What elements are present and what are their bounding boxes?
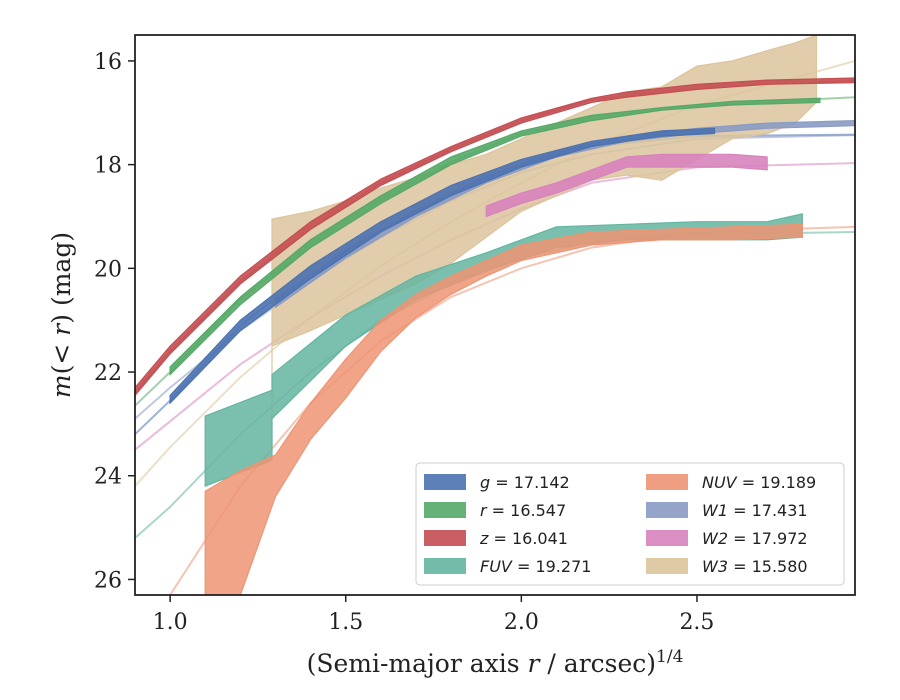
data-bands <box>135 35 855 595</box>
y-axis-label: m(< r) (mag) <box>47 232 76 398</box>
plot-frame <box>134 34 856 596</box>
legend-swatch-w2 <box>646 530 688 546</box>
data-band-g <box>169 127 716 405</box>
legend-box <box>415 462 845 586</box>
legend-swatch-w1 <box>646 502 688 518</box>
data-band-r <box>169 97 821 377</box>
legend-label-z: z = 16.041 <box>479 529 568 548</box>
y-tick-label: 24 <box>94 465 122 490</box>
y-tick-label: 20 <box>94 257 122 282</box>
legend-label-nuv: NUV = 19.189 <box>702 473 816 492</box>
x-axis-label: (Semi-major axis r / arcsec)1/4 <box>307 647 684 678</box>
legend: g = 17.142 r = 16.547 z = 16.041 FUV = 19.2… <box>415 462 845 586</box>
legend-swatch-g <box>424 474 466 490</box>
legend-swatch-r <box>424 502 466 518</box>
y-axis: 16 18 20 22 24 26 <box>94 50 135 593</box>
legend-label-r: r = 16.547 <box>480 501 566 520</box>
x-tick-label: 1.0 <box>153 610 188 635</box>
legend-label-w3: W3 = 15.580 <box>702 557 808 576</box>
x-tick-label: 1.5 <box>328 610 363 635</box>
data-band-w2 <box>485 153 768 218</box>
data-band-nuv <box>204 223 803 595</box>
y-tick-label: 18 <box>94 154 122 179</box>
legend-label-w2: W2 = 17.972 <box>702 529 808 548</box>
legend-label-fuv: FUV = 19.271 <box>480 557 591 576</box>
legend-swatch-z <box>424 530 466 546</box>
y-tick-label: 16 <box>94 50 122 75</box>
y-tick-label: 26 <box>94 568 122 593</box>
y-tick-label: 22 <box>94 361 122 386</box>
data-band-z <box>135 77 855 397</box>
legend-swatch-w3 <box>646 558 688 574</box>
legend-label-g: g = 17.142 <box>480 473 570 492</box>
legend-swatch-fuv <box>424 558 466 574</box>
x-tick-label: 2.0 <box>504 610 539 635</box>
legend-swatch-nuv <box>646 474 688 490</box>
x-axis: 1.0 1.5 2.0 2.5 <box>153 595 714 635</box>
x-tick-label: 2.5 <box>679 610 714 635</box>
legend-label-w1: W1 = 17.431 <box>702 501 808 520</box>
